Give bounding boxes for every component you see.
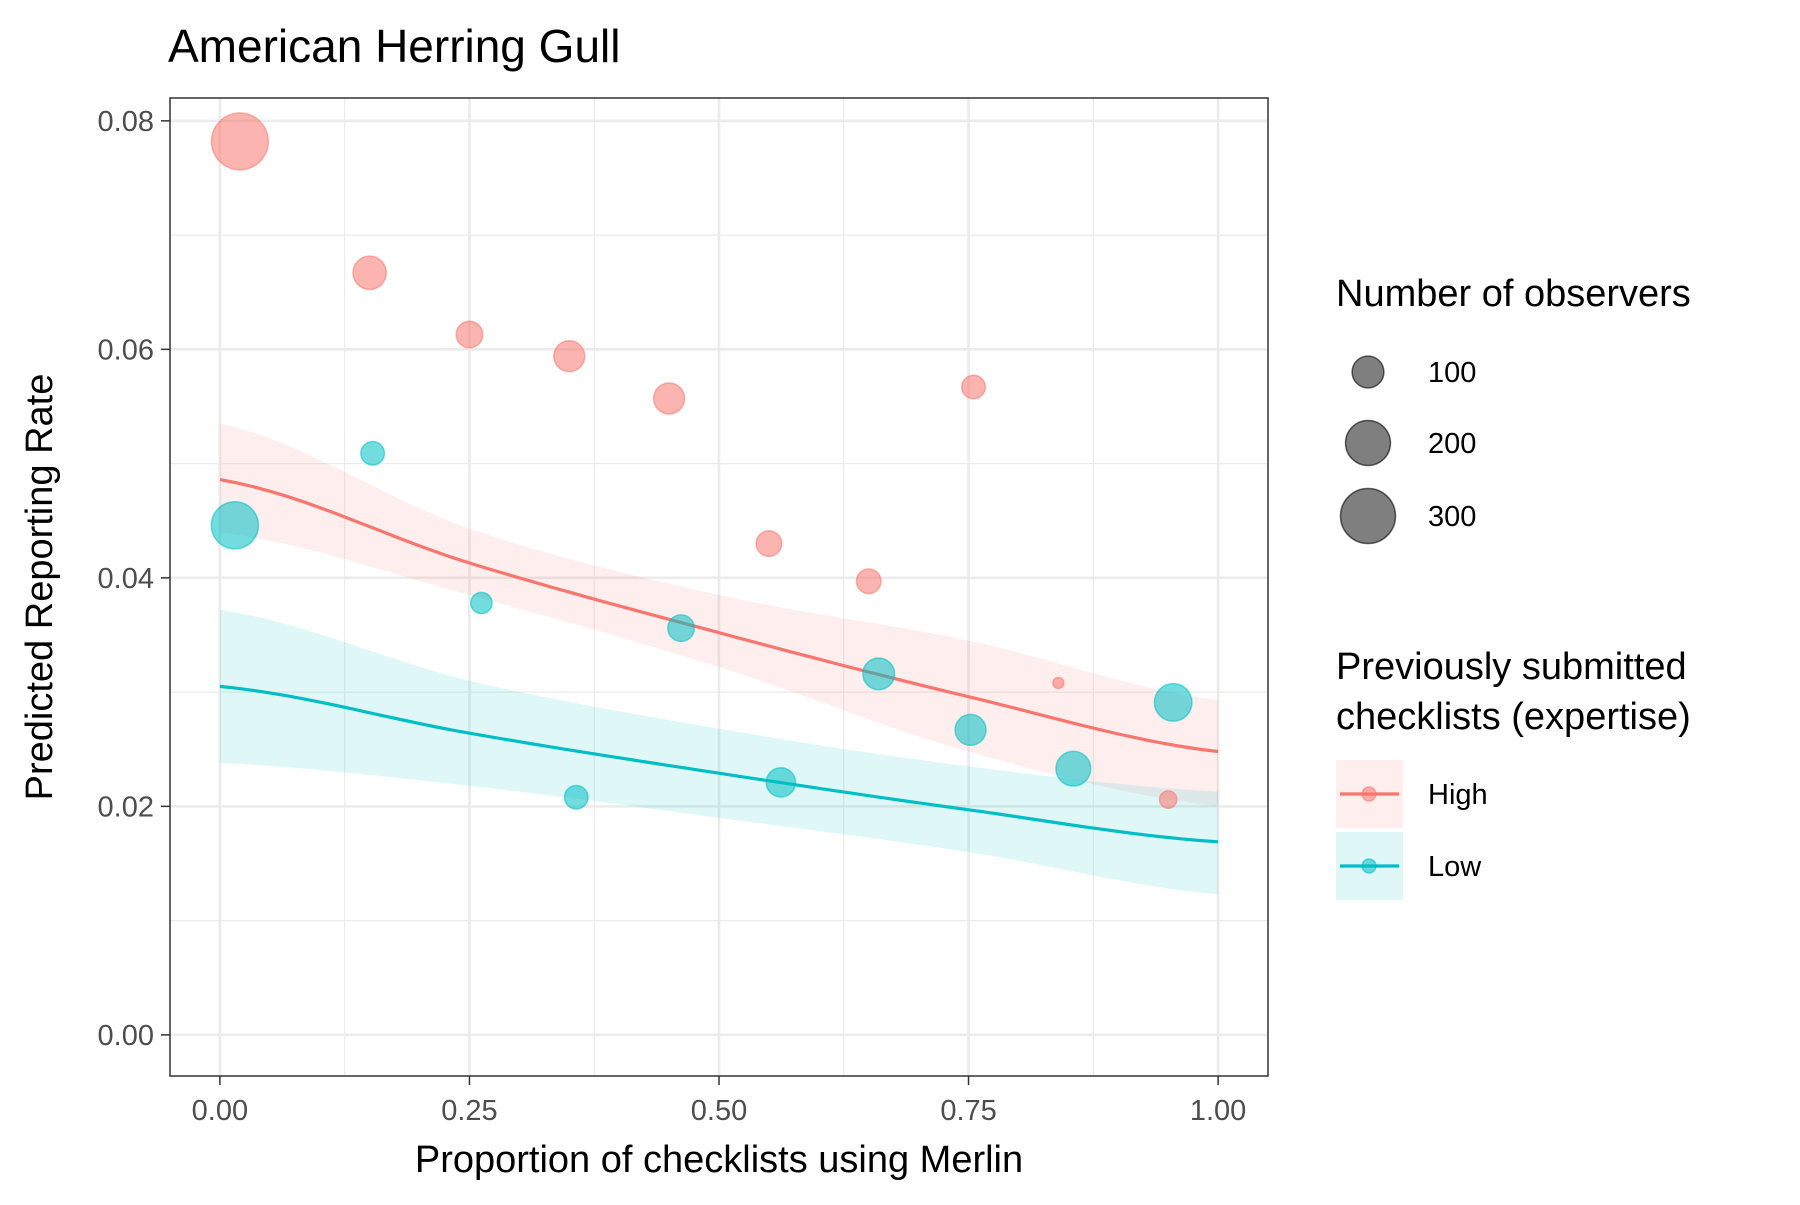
x-axis-title: Proportion of checklists using Merlin — [415, 1139, 1023, 1181]
x-tick-label: 0.75 — [940, 1095, 996, 1127]
data-point-low — [563, 784, 589, 810]
data-point-low — [954, 713, 987, 747]
data-point-high — [210, 112, 270, 171]
size-legend-circle — [1351, 355, 1385, 389]
color-legend-title-line-2: checklists (expertise) — [1336, 696, 1691, 738]
x-tick-label: 1.00 — [1190, 1095, 1246, 1127]
grid-lines — [170, 98, 1268, 1076]
data-point-low — [360, 440, 386, 466]
legend-label-high: High — [1428, 779, 1488, 811]
size-legend-title: Number of observers — [1336, 273, 1691, 315]
data-point-low — [1153, 682, 1193, 722]
data-point-high — [755, 530, 783, 558]
data-point-high — [553, 339, 586, 373]
data-point-low — [1055, 750, 1092, 787]
y-tick-label: 0.06 — [98, 334, 154, 366]
size-legend-label: 300 — [1428, 501, 1476, 533]
data-point-high — [1158, 790, 1178, 809]
size-legend-label: 100 — [1428, 357, 1476, 389]
y-axis-title: Predicted Reporting Rate — [19, 374, 61, 801]
legend-key-point-low — [1361, 858, 1377, 874]
y-tick-label: 0.04 — [98, 563, 154, 595]
data-point-high — [352, 255, 388, 291]
confidence-ribbons — [219, 423, 1219, 895]
x-tick-label: 0.50 — [691, 1095, 747, 1127]
axes: 0.00 0.25 0.50 0.75 1.00 0.00 0.02 0.04 0.06 0.08 — [98, 106, 1247, 1127]
data-point-high — [652, 382, 686, 415]
size-legend-circle — [1344, 419, 1392, 467]
y-tick-label: 0.02 — [98, 791, 154, 823]
chart-title: American Herring Gull — [168, 20, 620, 72]
data-points — [210, 112, 1193, 810]
data-point-low — [470, 591, 493, 615]
y-tick-label: 0.08 — [98, 106, 154, 138]
size-legend-label: 200 — [1428, 428, 1476, 460]
x-tick-label: 0.25 — [441, 1095, 497, 1127]
size-legend: Number of observers 100 200 300 — [1336, 273, 1691, 545]
data-point-high — [455, 320, 484, 349]
data-point-high — [855, 568, 882, 595]
color-legend-title-line-1: Previously submitted — [1336, 646, 1687, 688]
trend-lines — [219, 478, 1219, 844]
data-point-low — [667, 614, 696, 643]
y-tick-label: 0.00 — [98, 1020, 154, 1052]
x-tick-label: 0.00 — [192, 1095, 248, 1127]
data-point-low — [210, 501, 260, 550]
data-point-low — [862, 657, 896, 691]
trend-line-low — [219, 684, 1219, 844]
legend-key-point-high — [1361, 786, 1377, 802]
data-point-high — [961, 374, 987, 400]
color-legend: Previously submitted checklists (experti… — [1336, 646, 1691, 900]
data-point-high — [1052, 676, 1065, 690]
legend-label-low: Low — [1428, 851, 1482, 883]
size-legend-circle — [1339, 487, 1397, 545]
trend-line-high — [219, 478, 1219, 754]
data-point-low — [765, 766, 797, 798]
ci-ribbon-high — [219, 423, 1219, 807]
ci-ribbon-low — [219, 609, 1219, 895]
